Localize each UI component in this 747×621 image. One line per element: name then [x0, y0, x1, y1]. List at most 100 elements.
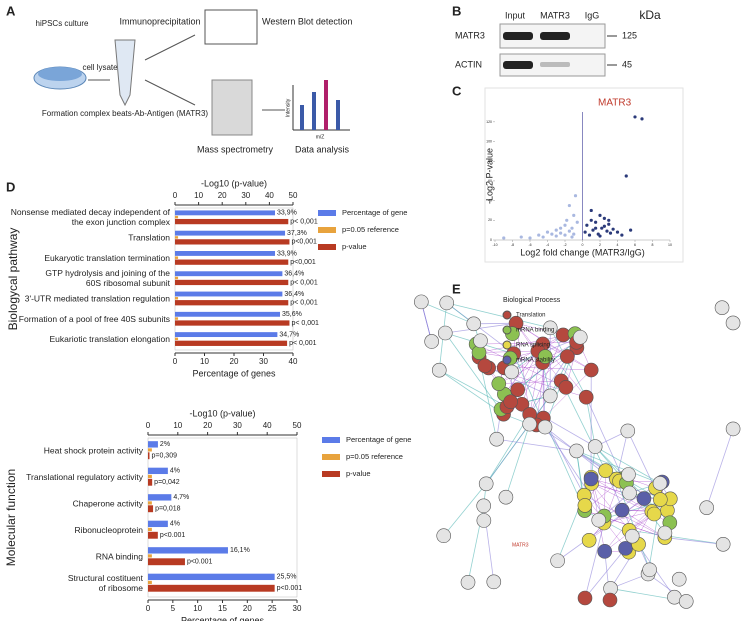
point	[537, 233, 541, 237]
edge	[446, 302, 551, 329]
bar	[175, 300, 289, 306]
x-tick-label: 0	[173, 357, 178, 366]
bar	[148, 505, 154, 513]
bar	[175, 215, 179, 219]
category-label: Heat shock protein activity	[44, 446, 144, 456]
x2-axis-title: -Log10 (p-value)	[189, 408, 255, 418]
size-label: 45	[622, 59, 632, 69]
edge	[498, 380, 562, 384]
point	[591, 228, 595, 232]
x-tick-label: 2	[599, 243, 601, 247]
bar	[175, 236, 179, 239]
point	[573, 194, 578, 198]
point	[607, 218, 611, 222]
legend-label: Translation	[516, 313, 545, 319]
bar	[175, 320, 290, 326]
x2-tick-label: 20	[203, 421, 212, 430]
node	[624, 528, 640, 544]
node	[583, 471, 599, 487]
y-tick-label: 60	[488, 179, 492, 183]
node	[504, 364, 519, 380]
node	[591, 512, 607, 528]
step-label: hiPSCs culture	[36, 19, 89, 28]
blot-sheet	[204, 9, 258, 45]
node	[587, 439, 603, 454]
row-label: MATR3	[455, 30, 485, 40]
p-value-label: p< 0,001	[289, 340, 317, 347]
edge	[605, 470, 650, 570]
node	[414, 294, 429, 310]
point	[608, 231, 613, 235]
y-tick-label: 40	[488, 199, 492, 203]
bar	[175, 297, 179, 300]
point	[559, 226, 563, 230]
x-tick-label: -10	[492, 243, 497, 247]
bar	[175, 271, 283, 277]
peak	[336, 100, 340, 130]
legend-label: Percentage of gene	[342, 208, 407, 217]
category-label: Eukariotic translation elongation	[50, 334, 171, 344]
bar	[148, 527, 152, 532]
bar	[175, 340, 288, 346]
node	[622, 485, 637, 501]
point	[545, 230, 550, 234]
node	[558, 380, 574, 395]
x-tick-label: 10	[668, 243, 672, 247]
node	[477, 358, 493, 374]
node	[646, 506, 662, 522]
value-label: 4%	[170, 521, 180, 528]
legend-label: p=0.05 reference	[346, 452, 403, 461]
node	[537, 419, 553, 435]
x-tick-label: 10	[193, 604, 202, 613]
arrow	[144, 79, 196, 106]
legend-swatch	[322, 454, 340, 460]
panel-label: B	[452, 3, 461, 18]
point	[559, 231, 563, 235]
node	[671, 571, 687, 587]
node	[602, 592, 618, 608]
x2-axis-title: -Log10 (p-value)	[201, 178, 267, 188]
edge	[505, 424, 531, 498]
edge	[484, 365, 551, 397]
bar	[148, 580, 152, 585]
p-value-label: p<0.001	[277, 585, 303, 592]
edge	[706, 428, 734, 508]
dish	[38, 67, 82, 81]
x-tick-label: 10	[200, 357, 209, 366]
point	[570, 235, 574, 239]
edge	[560, 380, 606, 471]
node	[620, 423, 636, 439]
y-tick-label: 0	[490, 238, 492, 242]
node	[537, 349, 553, 364]
step-label: cell lysate	[82, 63, 118, 72]
panel-label: E	[452, 281, 461, 296]
ms-device	[211, 79, 253, 136]
point	[624, 174, 628, 178]
edge	[529, 334, 564, 415]
legend-label: mRNA stability	[516, 358, 555, 364]
node	[486, 574, 502, 590]
x-tick-label: -6	[528, 243, 531, 247]
legend-title: Biological Process	[503, 297, 561, 304]
x2-tick-label: 20	[218, 191, 227, 200]
point	[572, 232, 576, 236]
point	[615, 230, 620, 234]
value-label: 37,3%	[287, 230, 307, 237]
category-label: Eukaryotic translation termination	[44, 253, 170, 263]
bar	[148, 531, 158, 539]
bar	[148, 520, 168, 528]
legend-swatch	[502, 340, 512, 350]
bar	[148, 554, 152, 558]
category-label: Translation	[128, 233, 170, 243]
x2-tick-label: 10	[194, 191, 203, 200]
value-label: 4,7%	[173, 494, 189, 501]
edge	[544, 426, 605, 517]
edge	[664, 537, 724, 545]
p-value-label: p< 0,001	[290, 279, 318, 286]
bar	[175, 332, 278, 338]
p-value-label: p=0,018	[155, 506, 181, 513]
arrow	[144, 34, 196, 61]
value-label: 33,9%	[277, 250, 297, 257]
chart-title: MATR3	[598, 98, 632, 109]
band	[503, 32, 533, 40]
